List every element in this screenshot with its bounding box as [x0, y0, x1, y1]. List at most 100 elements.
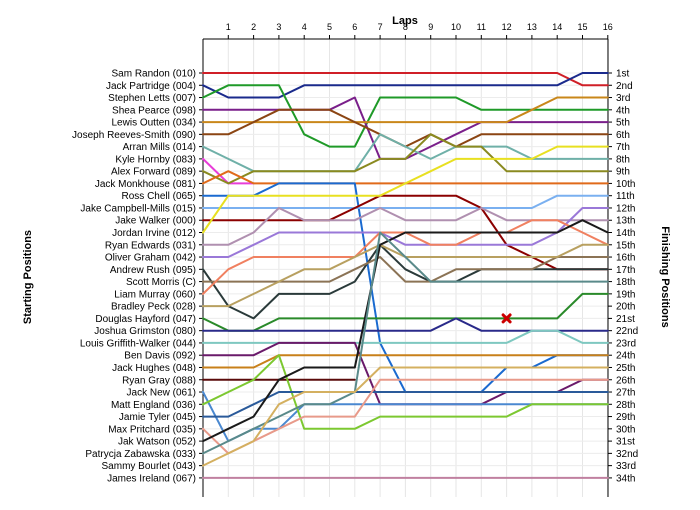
driver-line — [202, 366, 609, 467]
driver-label: Jake Campbell-Mills (015) — [80, 203, 196, 214]
x-tick-label: 14 — [552, 22, 562, 32]
chart-title: Laps — [392, 15, 418, 27]
finishing-label: 14th — [616, 228, 635, 239]
driver-label: Ryan Edwards (031) — [105, 240, 196, 251]
driver-label: Jamie Tyler (045) — [119, 412, 196, 423]
driver-label: Alex Forward (089) — [111, 167, 196, 178]
x-tick-label: 16 — [603, 22, 613, 32]
driver-label: Joseph Reeves-Smith (090) — [72, 130, 196, 141]
x-tick-label: 4 — [302, 22, 307, 32]
driver-line — [202, 72, 609, 87]
starting-positions-axis: Sam Randon (010)Jack Partridge (004)Step… — [72, 69, 203, 484]
driver-line — [202, 219, 609, 443]
x-tick-label: 9 — [428, 22, 433, 32]
driver-label: Shea Pearce (098) — [112, 105, 196, 116]
driver-label: Patrycja Zabawska (033) — [85, 449, 196, 460]
driver-label: Scott Morris (C) — [126, 277, 196, 288]
x-tick-label: 12 — [502, 22, 512, 32]
finishing-label: 9th — [616, 167, 630, 178]
finishing-label: 17th — [616, 265, 635, 276]
x-tick-label: 13 — [527, 22, 537, 32]
driver-label: Louis Griffith-Walker (044) — [80, 338, 196, 349]
event-markers — [501, 313, 512, 324]
finishing-label: 13th — [616, 216, 635, 227]
driver-label: Ben Davis (092) — [124, 351, 196, 362]
driver-label: James Ireland (067) — [107, 473, 196, 484]
x-tick-label: 3 — [276, 22, 281, 32]
driver-line — [202, 84, 609, 148]
finishing-label: 2nd — [616, 81, 633, 92]
x-tick-label: 6 — [352, 22, 357, 32]
x-tick-label: 2 — [251, 22, 256, 32]
driver-line — [202, 329, 609, 344]
finishing-label: 28th — [616, 400, 635, 411]
x-tick-label: 7 — [378, 22, 383, 32]
finishing-label: 10th — [616, 179, 635, 190]
finishing-label: 5th — [616, 118, 630, 129]
driver-label: Jack Partridge (004) — [106, 81, 196, 92]
finishing-label: 27th — [616, 388, 635, 399]
x-tick-label: 5 — [327, 22, 332, 32]
driver-line — [202, 243, 609, 320]
driver-line — [202, 292, 609, 332]
driver-line — [202, 354, 609, 430]
lap-axis: 1 2 3 4 5 6 7 8 9 10 11 12 13 14 15 16 — [226, 22, 613, 39]
driver-label: Jack New (061) — [127, 388, 196, 399]
driver-line — [202, 96, 609, 124]
driver-label: Jack Hughes (048) — [112, 363, 196, 374]
driver-label: Stephen Letts (007) — [108, 93, 196, 104]
driver-label: Joshua Grimston (080) — [94, 326, 196, 337]
driver-line — [202, 391, 609, 418]
finishing-label: 24th — [616, 351, 635, 362]
finishing-label: 4th — [616, 105, 630, 116]
driver-label: Ross Chell (065) — [122, 191, 196, 202]
finishing-label: 26th — [616, 375, 635, 386]
finishing-label: 6th — [616, 130, 630, 141]
finishing-label: 33rd — [616, 461, 636, 472]
driver-label: Jak Watson (052) — [118, 437, 196, 448]
position-lines — [202, 72, 609, 479]
driver-label: Max Pritchard (035) — [108, 424, 196, 435]
driver-line — [202, 231, 609, 455]
driver-label: Oliver Graham (042) — [105, 253, 196, 264]
finishing-label: 25th — [616, 363, 635, 374]
finishing-label: 1st — [616, 69, 630, 80]
finishing-label: 15th — [616, 240, 635, 251]
driver-line — [202, 256, 609, 283]
driver-label: Jordan Irvine (012) — [112, 228, 196, 239]
driver-line — [202, 194, 609, 209]
crash-marker-stroke-b — [501, 313, 512, 324]
finishing-label: 22nd — [616, 326, 638, 337]
left-axis-label: Starting Positions — [22, 230, 34, 324]
driver-label: Matt England (036) — [111, 400, 196, 411]
x-tick-label: 1 — [226, 22, 231, 32]
finishing-label: 11th — [616, 191, 635, 202]
finishing-label: 7th — [616, 142, 630, 153]
x-tick-label: 11 — [477, 22, 486, 32]
driver-line — [202, 194, 609, 271]
finishing-label: 16th — [616, 253, 635, 264]
finishing-label: 23rd — [616, 338, 636, 349]
driver-label: Arran Mills (014) — [123, 142, 196, 153]
driver-line — [202, 133, 609, 185]
driver-line — [202, 354, 609, 369]
finishing-label: 12th — [616, 203, 635, 214]
x-tick-label: 8 — [403, 22, 408, 32]
x-tick-label: 15 — [577, 22, 587, 32]
finishing-label: 3rd — [616, 93, 630, 104]
driver-label: Sam Randon (010) — [112, 69, 197, 80]
finishing-label: 29th — [616, 412, 635, 423]
right-axis-label: Finishing Positions — [659, 226, 671, 327]
finishing-label: 34th — [616, 473, 635, 484]
driver-line — [202, 207, 609, 258]
driver-label: Jack Monkhouse (081) — [95, 179, 196, 190]
driver-label: Douglas Hayford (047) — [95, 314, 196, 325]
driver-label: Liam Murray (060) — [114, 289, 196, 300]
finishing-label: 20th — [616, 302, 635, 313]
driver-label: Bradley Peck (028) — [111, 302, 196, 313]
driver-line — [202, 145, 609, 234]
driver-label: Lewis Outten (034) — [112, 118, 197, 129]
driver-label: Kyle Hornby (083) — [115, 154, 196, 165]
